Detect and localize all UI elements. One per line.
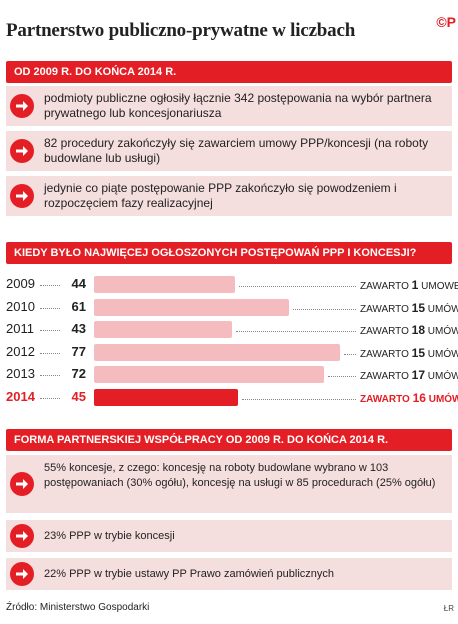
list-item-text: 23% PPP w trybie koncesji [44, 530, 175, 542]
list-item-text: podmioty publiczne ogłosiły łącznie 342 … [44, 91, 432, 120]
list-item: 82 procedury zakończyły się zawarciem um… [6, 131, 452, 171]
contracts-label: ZAWARTO 16 UMÓW [360, 390, 458, 405]
leader-dots [40, 285, 60, 286]
contracts-label: ZAWARTO 17 UMÓW [360, 368, 458, 382]
year-label: 2012 [6, 343, 35, 359]
section-heading-form: FORMA PARTNERSKIEJ WSPÓŁPRACY OD 2009 R.… [6, 429, 452, 451]
chart-row: 2009 44 ZAWARTO 1 UMOWĘ [0, 273, 458, 295]
data-label: 77 [71, 343, 86, 359]
bar [94, 388, 238, 406]
list-item: jedynie co piąte postępowanie PPP zakońc… [6, 176, 452, 216]
list-item: 23% PPP w trybie koncesji [6, 520, 452, 552]
section-heading-period: OD 2009 R. DO KOŃCA 2014 R. [6, 61, 452, 83]
data-label: 61 [71, 298, 86, 314]
leader-dots [293, 308, 356, 310]
leader-dots [328, 376, 356, 377]
publisher-logo: ©P [436, 14, 456, 30]
chart-row: 2010 61 ZAWARTO 15 UMÓW [0, 296, 458, 318]
bar [94, 276, 235, 293]
leader-dots [40, 397, 60, 399]
contracts-label: ZAWARTO 18 UMÓW [360, 323, 458, 337]
year-label: 2013 [6, 366, 35, 381]
leader-dots [344, 353, 356, 355]
data-label: 44 [71, 276, 86, 291]
chart-row: 2012 77 ZAWARTO 15 UMÓW [0, 341, 458, 363]
section-heading-chart: KIEDY BYŁO NAJWIĘCEJ OGŁOSZONYCH POSTĘPO… [6, 242, 452, 264]
year-label: 2011 [6, 321, 34, 336]
author-tag: ŁR [443, 604, 454, 613]
year-label: 2010 [6, 298, 35, 314]
arrow-right-icon [10, 184, 34, 208]
chart-row: 2014 45 ZAWARTO 16 UMÓW [0, 386, 458, 408]
bar [94, 343, 341, 361]
leader-dots [40, 307, 60, 309]
arrow-right-icon [10, 524, 34, 548]
contracts-label: ZAWARTO 15 UMÓW [360, 300, 458, 315]
list-item: podmioty publiczne ogłosiły łącznie 342 … [6, 86, 452, 126]
leader-dots [40, 352, 60, 354]
chart-row: 2013 72 ZAWARTO 17 UMÓW [0, 363, 458, 385]
leader-dots [40, 330, 60, 331]
source-note: Źródło: Ministerstwo Gospodarki [6, 602, 150, 613]
bar [94, 321, 232, 338]
list-item-text: jedynie co piąte postępowanie PPP zakońc… [44, 181, 397, 210]
bar [94, 366, 325, 383]
bar [94, 298, 290, 316]
chart-row: 2011 43 ZAWARTO 18 UMÓW [0, 318, 458, 340]
contracts-label: ZAWARTO 1 UMOWĘ [360, 278, 458, 292]
list-item-text: 22% PPP w trybie ustawy PP Prawo zamówie… [44, 568, 335, 580]
list-item-text: 55% koncesje, z czego: koncesję na robot… [44, 462, 436, 489]
contracts-label: ZAWARTO 15 UMÓW [360, 345, 458, 360]
arrow-right-icon [10, 472, 34, 496]
arrow-right-icon [10, 94, 34, 118]
leader-dots [235, 331, 356, 332]
leader-dots [238, 286, 356, 287]
data-label: 72 [71, 366, 86, 381]
leader-dots [40, 375, 60, 376]
data-label: 43 [71, 321, 86, 336]
data-label: 45 [71, 388, 86, 404]
year-label: 2014 [6, 388, 35, 404]
arrow-right-icon [10, 562, 34, 586]
arrow-right-icon [10, 139, 34, 163]
list-item: 55% koncesje, z czego: koncesję na robot… [6, 455, 452, 513]
page-title: Partnerstwo publiczno-prywatne w liczbac… [6, 20, 356, 41]
year-label: 2009 [6, 276, 35, 291]
list-item-text: 82 procedury zakończyły się zawarciem um… [44, 136, 429, 165]
list-item: 22% PPP w trybie ustawy PP Prawo zamówie… [6, 558, 452, 590]
leader-dots [242, 398, 356, 400]
